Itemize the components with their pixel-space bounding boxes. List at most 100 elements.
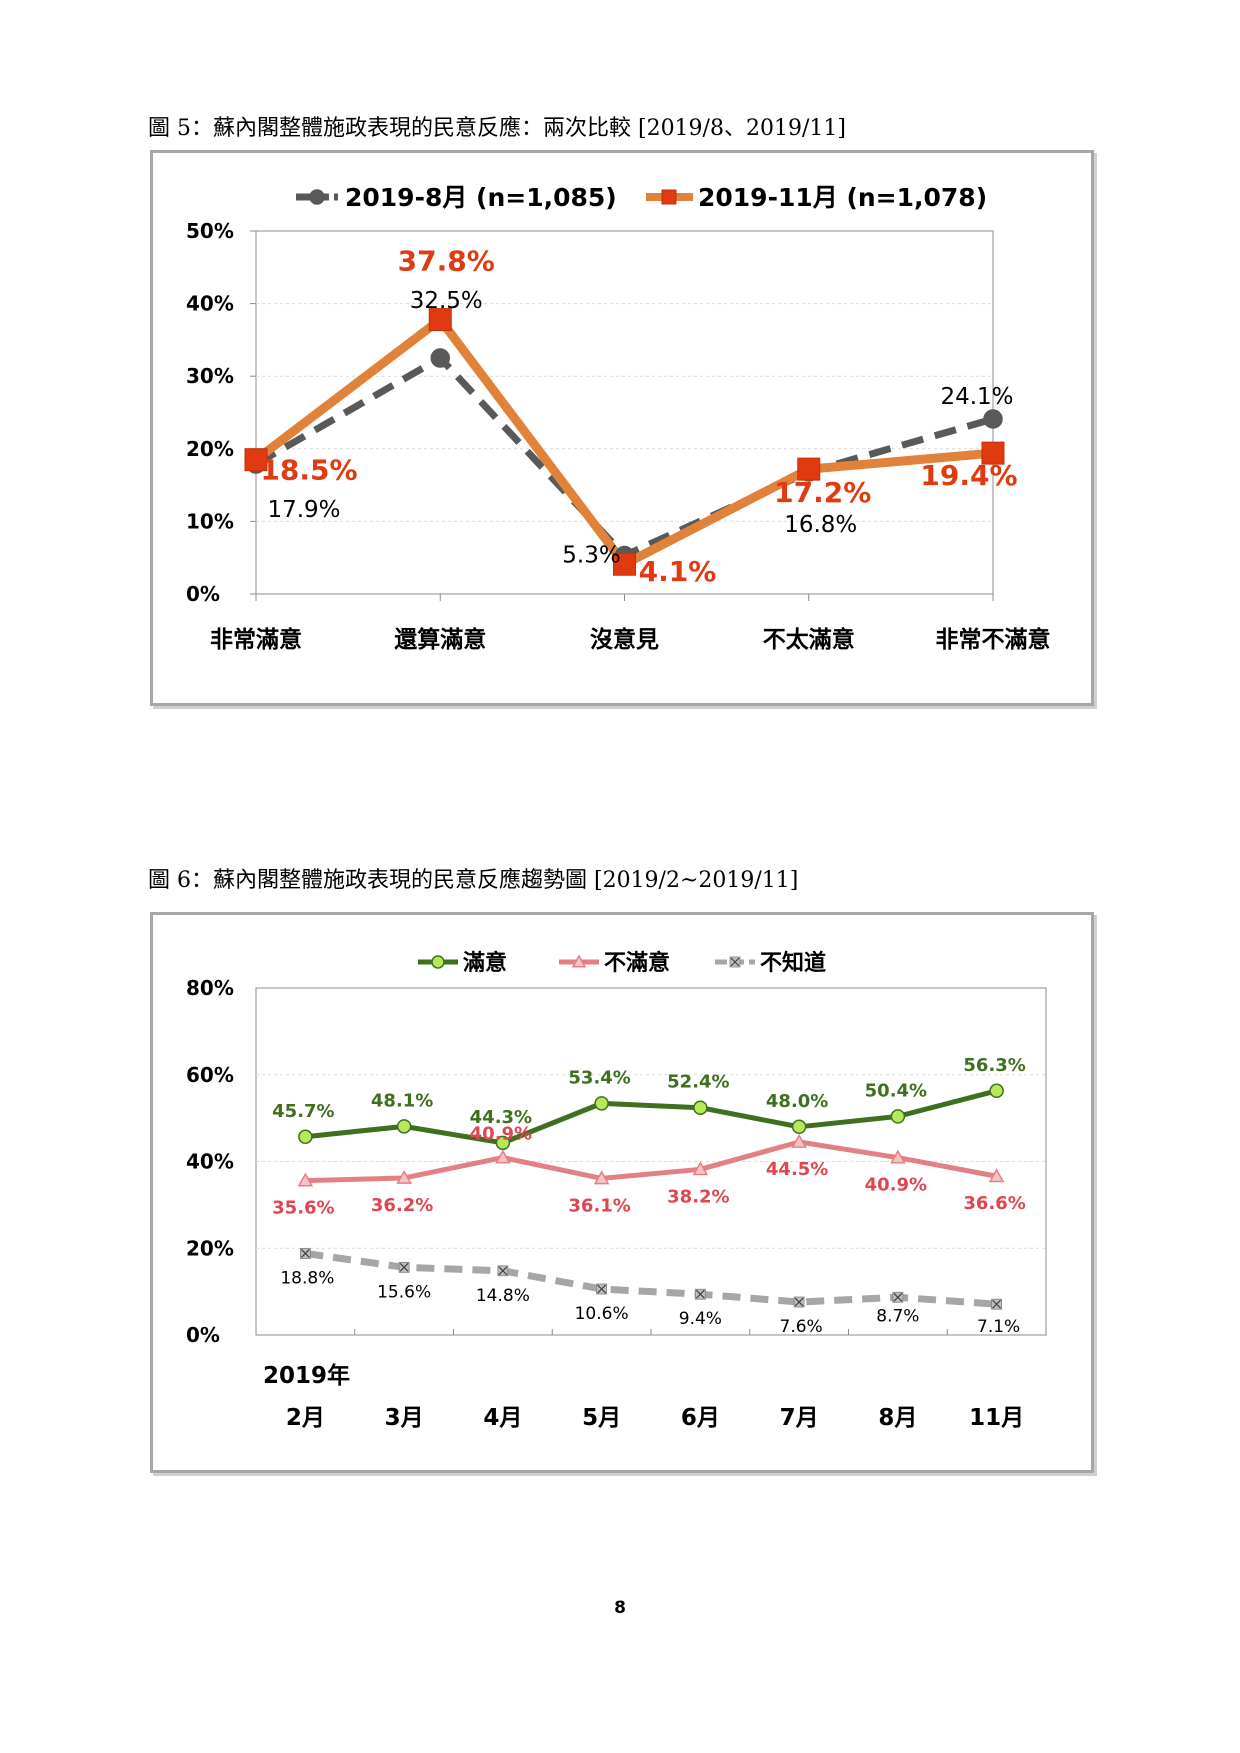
series-2019-11-data-label: 17.2% <box>774 476 871 509</box>
figure-6-chart: 0% 20% 40% 60% 80% 2月 3月 4月 5月 6月 7月 8月 11月 2019年 45.7… <box>186 950 1047 1431</box>
series-dissatisfied-point <box>495 1149 511 1164</box>
x-tick-label: 4月 <box>483 1405 522 1431</box>
series-dissatisfied-data-label: 40.9% <box>470 1124 532 1145</box>
series-2019-08-data-label: 17.9% <box>267 497 340 523</box>
series-satisfied-data-label: 53.4% <box>568 1067 630 1088</box>
series-satisfied-point <box>396 1119 412 1134</box>
series-dissatisfied-data-label: 36.2% <box>371 1195 433 1216</box>
series-satisfied-point <box>791 1119 807 1135</box>
series-unknown-point-cross <box>399 1262 409 1272</box>
series-satisfied-data-label: 52.4% <box>667 1072 729 1093</box>
series-dissatisfied-data-label: 36.1% <box>568 1195 630 1216</box>
legend-2019-08-marker <box>309 189 325 205</box>
series-satisfied-data-label: 45.7% <box>272 1101 334 1122</box>
series-satisfied-data-label: 56.3% <box>963 1055 1025 1076</box>
series-unknown-data-label: 7.6% <box>780 1317 823 1337</box>
series-2019-11-data-label: 37.8% <box>398 245 495 278</box>
x-tick-label: 還算滿意 <box>394 626 486 653</box>
legend-satisfied-marker <box>431 955 445 969</box>
y-tick-label: 40% <box>186 292 234 316</box>
series-2019-08-data-label: 32.5% <box>410 288 483 314</box>
legend-dissatisfied-label: 不滿意 <box>604 950 670 976</box>
series-2019-11-data-label: 19.4% <box>920 459 1017 492</box>
series-unknown-point-cross <box>992 1299 1002 1309</box>
plot-area <box>255 230 994 595</box>
y-tick-label: 0% <box>186 1323 220 1347</box>
y-tick-label: 10% <box>186 509 234 533</box>
series-dissatisfied-point <box>396 1169 412 1184</box>
x-tick-label: 沒意見 <box>590 626 659 653</box>
series-satisfied-point <box>495 1135 511 1151</box>
series-dissatisfied-point <box>297 1172 314 1187</box>
series-unknown-data-label: 15.6% <box>377 1282 431 1302</box>
series-2019-11-data-label: 4.1% <box>639 555 717 588</box>
series-unknown-data-label: 7.1% <box>977 1317 1020 1337</box>
x-tick-label: 2月 <box>286 1405 325 1431</box>
figure-6-chart-frame: 0% 20% 40% 60% 80% 2月 3月 4月 5月 6月 7月 8月 11月 2019年 45.7… <box>150 912 1094 1473</box>
series-dissatisfied-data-label: 40.9% <box>865 1175 927 1196</box>
series-dissatisfied-data-label: 36.6% <box>963 1193 1025 1214</box>
series-2019-11-point <box>797 457 821 481</box>
series-2019-11-point <box>244 448 268 472</box>
series-dissatisfied-point <box>890 1149 906 1164</box>
legend-2019-11-marker <box>661 189 677 205</box>
series-satisfied-point <box>298 1129 313 1145</box>
y-tick-label: 80% <box>186 976 234 1000</box>
x-tick-label: 非常滿意 <box>210 626 302 653</box>
series-dissatisfied-point <box>791 1133 807 1148</box>
series-dissatisfied-data-label: 44.5% <box>766 1159 828 1180</box>
x-tick-label: 不太滿意 <box>763 626 855 653</box>
series-unknown-point-cross <box>794 1297 804 1307</box>
series-satisfied-line <box>305 1088 998 1146</box>
legend-2019-08-label: 2019-8月 (n=1,085) <box>345 183 617 212</box>
x-tick-label: 非常不滿意 <box>936 626 1051 653</box>
figure-5-caption: 圖 5：蘇內閣整體施政表現的民意反應：兩次比較 [2019/8、2019/11] <box>148 116 846 141</box>
series-unknown-data-label: 8.7% <box>876 1306 919 1326</box>
series-dissatisfied-data-label: 38.2% <box>667 1186 729 1207</box>
series-unknown-point-cross <box>893 1292 903 1302</box>
series-satisfied-point <box>989 1083 1004 1099</box>
series-2019-08-data-label: 16.8% <box>784 512 857 538</box>
series-dissatisfied-point <box>692 1161 709 1176</box>
series-2019-11-point <box>981 441 1005 465</box>
x-tick-label: 11月 <box>969 1405 1024 1431</box>
series-2019-11-data-label: 18.5% <box>260 454 357 487</box>
series-2019-11-point <box>428 308 452 332</box>
series-unknown-data-label: 18.8% <box>280 1268 334 1288</box>
series-satisfied-point <box>693 1100 708 1115</box>
series-satisfied-data-label: 48.1% <box>371 1090 433 1111</box>
series-dissatisfied-point <box>593 1170 610 1185</box>
figure-5-chart-frame: 0% 10% 20% 30% 40% 50% 非常滿意 還算滿意 沒意見 不太滿意 非常不滿意 17.… <box>150 150 1094 706</box>
page-number: 8 <box>614 1598 626 1618</box>
x-tick-label: 3月 <box>385 1405 424 1431</box>
figure-6-caption: 圖 6：蘇內閣整體施政表現的民意反應趨勢圖 [2019/2~2019/11] <box>148 868 799 893</box>
x-tick-label: 8月 <box>878 1405 917 1431</box>
y-tick-label: 20% <box>186 1236 234 1260</box>
legend-unknown-label: 不知道 <box>760 950 826 976</box>
series-satisfied-data-label: 44.3% <box>470 1107 532 1128</box>
series-unknown-point-cross <box>498 1266 508 1276</box>
series-unknown-data-label: 10.6% <box>575 1304 629 1324</box>
series-unknown-point-cross <box>300 1249 310 1258</box>
y-tick-label: 30% <box>186 364 234 388</box>
y-tick-label: 0% <box>186 582 220 606</box>
legend-satisfied-label: 滿意 <box>463 950 507 976</box>
series-satisfied-data-label: 48.0% <box>766 1091 828 1112</box>
series-2019-08-point <box>430 348 450 368</box>
series-dissatisfied-line <box>305 1139 998 1184</box>
series-unknown-line <box>304 1249 997 1308</box>
x-tick-label: 5月 <box>582 1405 621 1431</box>
series-unknown-point-cross <box>597 1284 607 1294</box>
series-satisfied-data-label: 50.4% <box>865 1080 927 1101</box>
series-2019-08-point <box>983 409 1003 429</box>
series-satisfied-point <box>890 1109 906 1124</box>
series-2019-08-data-label: 24.1% <box>940 384 1013 410</box>
series-satisfied-point <box>594 1096 609 1111</box>
series-dissatisfied-data-label: 35.6% <box>272 1198 334 1219</box>
series-unknown-data-label: 14.8% <box>476 1286 530 1306</box>
x-tick-label: 6月 <box>681 1405 720 1431</box>
legend-2019-11-label: 2019-11月 (n=1,078) <box>698 183 987 212</box>
y-tick-label: 20% <box>186 437 234 461</box>
series-2019-11-point <box>613 552 636 576</box>
year-label: 2019年 <box>263 1362 350 1389</box>
